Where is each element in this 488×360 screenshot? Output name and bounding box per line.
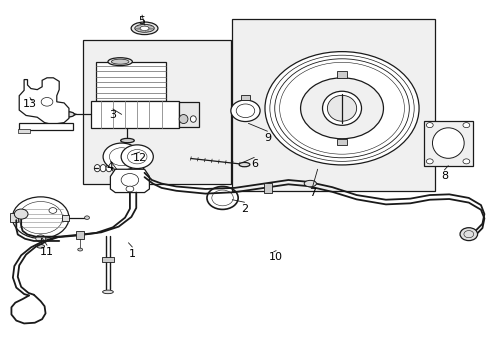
Ellipse shape	[111, 59, 129, 64]
Ellipse shape	[37, 244, 44, 248]
Text: 1: 1	[128, 248, 136, 258]
Circle shape	[121, 145, 153, 168]
Circle shape	[103, 143, 140, 170]
Circle shape	[49, 208, 57, 213]
Bar	[102, 257, 114, 262]
Text: 7: 7	[308, 188, 316, 198]
Text: 5: 5	[138, 17, 145, 27]
Circle shape	[36, 235, 45, 242]
Ellipse shape	[102, 290, 113, 294]
Ellipse shape	[112, 165, 118, 172]
Circle shape	[12, 197, 69, 238]
Ellipse shape	[322, 91, 361, 125]
Ellipse shape	[140, 26, 149, 31]
Ellipse shape	[108, 58, 132, 66]
Text: 3: 3	[109, 111, 116, 121]
Bar	[82, 40, 231, 184]
Circle shape	[230, 100, 260, 122]
Ellipse shape	[84, 216, 89, 220]
Circle shape	[300, 78, 383, 139]
Ellipse shape	[94, 165, 100, 172]
Bar	[10, 213, 18, 222]
Bar	[76, 231, 84, 239]
Bar	[91, 101, 178, 128]
Bar	[336, 139, 346, 145]
Text: 12: 12	[132, 153, 146, 163]
Bar	[336, 71, 346, 78]
Circle shape	[41, 98, 53, 106]
Ellipse shape	[121, 138, 134, 143]
Ellipse shape	[190, 116, 196, 122]
Ellipse shape	[78, 248, 82, 251]
Circle shape	[14, 209, 28, 219]
Circle shape	[426, 123, 432, 128]
Circle shape	[126, 186, 134, 192]
Ellipse shape	[63, 112, 74, 117]
Bar	[18, 129, 30, 134]
Ellipse shape	[126, 165, 140, 172]
Ellipse shape	[327, 95, 356, 121]
Circle shape	[264, 51, 418, 165]
Text: 6: 6	[250, 159, 257, 169]
Text: 4: 4	[106, 162, 114, 172]
Circle shape	[426, 159, 432, 164]
Ellipse shape	[100, 165, 106, 172]
Ellipse shape	[431, 128, 463, 158]
Ellipse shape	[304, 180, 316, 187]
Text: 9: 9	[264, 133, 270, 143]
Text: 13: 13	[23, 99, 37, 109]
Polygon shape	[110, 169, 149, 193]
Bar	[240, 95, 250, 100]
Bar	[123, 164, 143, 172]
Ellipse shape	[118, 165, 123, 172]
Bar	[62, 215, 69, 221]
Ellipse shape	[131, 22, 158, 35]
Bar	[423, 121, 472, 166]
Circle shape	[462, 123, 469, 128]
Ellipse shape	[135, 24, 154, 32]
Text: 11: 11	[40, 247, 54, 257]
Ellipse shape	[239, 162, 249, 167]
Polygon shape	[19, 78, 69, 125]
Circle shape	[459, 228, 477, 240]
Ellipse shape	[106, 165, 112, 172]
Text: 8: 8	[440, 171, 447, 181]
Text: 2: 2	[241, 204, 247, 214]
Circle shape	[462, 159, 469, 164]
Ellipse shape	[179, 114, 187, 123]
Text: 10: 10	[269, 252, 283, 262]
Bar	[232, 19, 434, 191]
Bar	[264, 183, 271, 193]
Bar	[96, 62, 166, 101]
Bar	[178, 102, 199, 127]
Bar	[19, 123, 73, 130]
Circle shape	[121, 174, 139, 186]
